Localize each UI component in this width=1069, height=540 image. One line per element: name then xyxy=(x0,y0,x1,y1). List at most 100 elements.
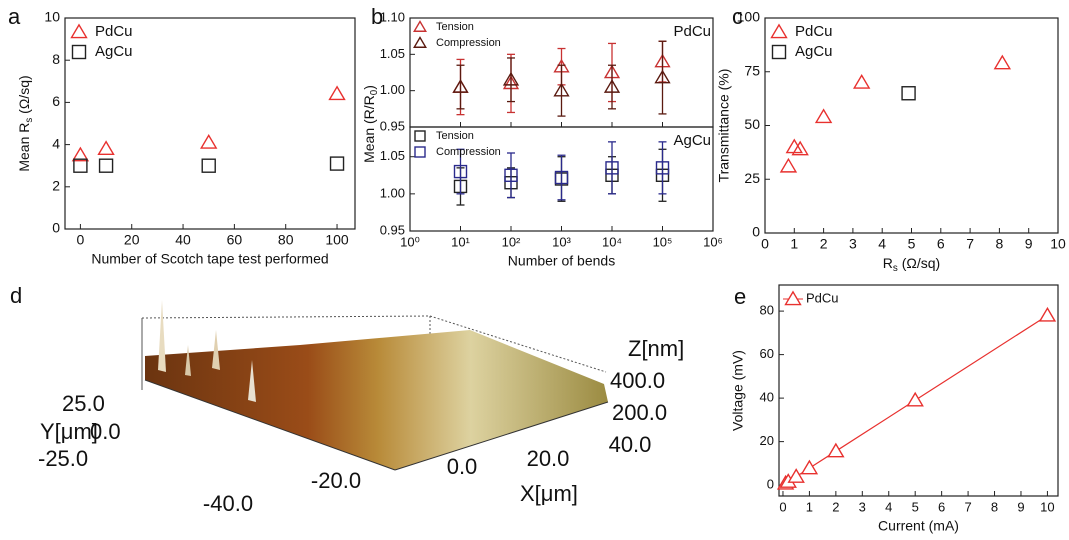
marker xyxy=(202,159,215,172)
panel-label: a xyxy=(8,4,21,29)
y-axis-label-part: Mean (R/R xyxy=(361,95,377,163)
marker xyxy=(902,87,915,100)
marker xyxy=(828,444,843,457)
y-axis-label-part: Mean R xyxy=(16,123,32,172)
marker xyxy=(781,159,796,172)
x-axis-label: Current (mA) xyxy=(878,518,959,534)
x-axis-label: Number of bends xyxy=(508,253,615,269)
spike xyxy=(212,330,220,370)
surface-plot xyxy=(142,300,608,470)
legend-label: Compression xyxy=(436,146,501,158)
error-bar xyxy=(507,153,515,198)
marker xyxy=(908,393,923,406)
y-tick-label: 25.0 xyxy=(62,391,105,416)
y-tick-label: 4 xyxy=(52,135,60,151)
y-axis-label: Mean (R/R0) xyxy=(361,85,380,163)
x-axis-label: Number of Scotch tape test performed xyxy=(91,251,328,267)
x-tick-label: 6 xyxy=(938,499,945,514)
y-tick-label: -25.0 xyxy=(38,446,88,471)
y-tick-label: 6 xyxy=(52,93,60,109)
y-tick-label: 0 xyxy=(52,220,60,236)
legend-marker xyxy=(773,46,786,59)
y-tick-label: 2 xyxy=(52,178,60,194)
legend-marker xyxy=(786,292,801,305)
x-tick-label: 2 xyxy=(832,499,839,514)
y-tick-label: 60 xyxy=(760,346,774,361)
y-tick-label: 0 xyxy=(767,477,774,492)
x-tick-label: 2 xyxy=(820,236,828,252)
x-tick-label: 9 xyxy=(1025,236,1033,252)
x-tick-label: 7 xyxy=(966,236,974,252)
y-axis-label-part: ) xyxy=(361,85,377,90)
error-bar xyxy=(457,65,465,109)
x-tick-label: 20 xyxy=(124,232,140,248)
x-tick-label: 3 xyxy=(849,236,857,252)
x-tick-label: 1 xyxy=(790,236,798,252)
x-tick-label: 3 xyxy=(859,499,866,514)
marker xyxy=(330,87,345,100)
figure: a0246810020406080100Number of Scotch tap… xyxy=(0,0,1069,540)
x-axis-label-part: (Ω/sq) xyxy=(898,255,940,271)
legend-label: Compression xyxy=(436,37,501,49)
y-tick-label: 10 xyxy=(44,9,60,25)
x-tick-label: 0 xyxy=(76,232,84,248)
marker xyxy=(789,469,804,482)
legend-marker xyxy=(414,22,426,32)
legend-label: PdCu xyxy=(795,23,833,40)
y-axis-label-part: (Ω/sq) xyxy=(16,75,32,117)
y-tick-label: 1.00 xyxy=(380,82,405,97)
x-tick-label: 1 xyxy=(806,499,813,514)
x-axis-label-part: R xyxy=(883,255,893,271)
legend-marker xyxy=(415,147,425,157)
legend-label: Tension xyxy=(436,21,474,33)
z-axis-label: Z[nm] xyxy=(628,336,684,361)
x-tick-label: 10² xyxy=(502,234,521,249)
y-tick-label: 100 xyxy=(737,9,761,25)
legend-marker xyxy=(772,25,787,38)
x-tick-label: 4 xyxy=(885,499,892,514)
marker xyxy=(995,56,1010,69)
marker xyxy=(802,461,817,474)
legend-marker xyxy=(72,25,87,38)
x-tick-label: -20.0 xyxy=(311,468,361,493)
plot-frame xyxy=(779,285,1058,496)
panel-label: d xyxy=(10,283,22,308)
x-tick-label: 60 xyxy=(227,232,243,248)
legend-marker xyxy=(415,131,425,141)
legend-label: PdCu xyxy=(806,290,839,305)
y-tick-label: 8 xyxy=(52,51,60,67)
legend-label: Tension xyxy=(436,130,474,142)
y-axis-label: Y[μm] xyxy=(40,419,98,444)
x-tick-label: 10⁶ xyxy=(703,234,723,249)
legend-label: AgCu xyxy=(795,43,833,60)
x-tick-label: 6 xyxy=(937,236,945,252)
y-tick-label: 50 xyxy=(744,116,760,132)
y-tick-label: 1.10 xyxy=(380,9,405,24)
y-tick-label: 75 xyxy=(744,62,760,78)
spike xyxy=(158,300,166,372)
error-bar xyxy=(507,58,515,102)
x-axis-label: X[μm] xyxy=(520,481,578,506)
z-tick-label: 200.0 xyxy=(612,400,667,425)
y-axis-label: Mean Rs (Ω/sq) xyxy=(16,75,35,171)
y-axis-label: Transmittance (%) xyxy=(716,69,732,183)
x-tick-label: 10 xyxy=(1040,499,1054,514)
y-tick-label: 25 xyxy=(744,170,760,186)
x-tick-label: 10⁵ xyxy=(653,234,673,249)
error-bar xyxy=(659,41,667,114)
x-tick-label: 0.0 xyxy=(447,454,478,479)
y-tick-label: 0.95 xyxy=(380,118,405,133)
y-tick-label: 1.05 xyxy=(380,46,405,61)
x-tick-label: 5 xyxy=(912,499,919,514)
box-edge xyxy=(142,316,430,318)
y-tick-label: 40 xyxy=(760,390,774,405)
marker xyxy=(854,75,869,88)
x-axis-label: Rs (Ω/sq) xyxy=(883,255,940,274)
error-bar xyxy=(558,155,566,200)
x-tick-label: 9 xyxy=(1017,499,1024,514)
legend-label: PdCu xyxy=(95,23,133,40)
y-axis-label: Voltage (mV) xyxy=(730,350,746,431)
x-tick-label: 20.0 xyxy=(527,446,570,471)
x-tick-label: 0 xyxy=(779,499,786,514)
x-tick-label: 4 xyxy=(878,236,886,252)
